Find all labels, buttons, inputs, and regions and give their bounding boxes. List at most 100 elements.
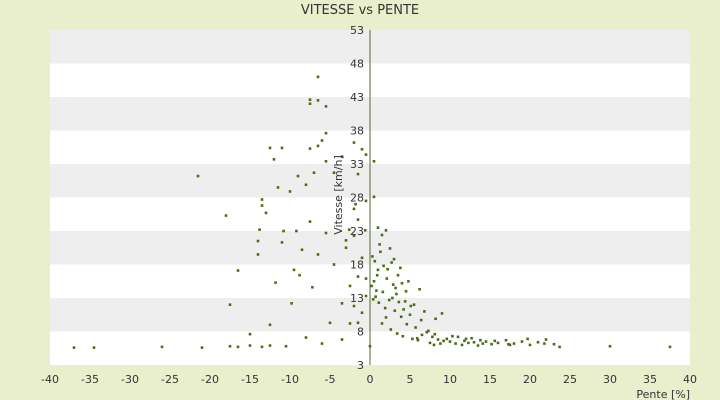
data-point: [256, 239, 260, 243]
data-point: [348, 284, 352, 288]
data-point: [352, 234, 356, 237]
data-point: [311, 285, 314, 289]
data-point: [352, 207, 356, 211]
data-point: [352, 141, 356, 144]
data-point: [328, 321, 332, 325]
data-point: [408, 313, 412, 317]
data-point: [248, 344, 252, 347]
data-point: [380, 322, 384, 325]
data-point: [414, 326, 417, 329]
data-point: [280, 241, 284, 244]
x-axis-label: Pente [%]: [636, 388, 690, 400]
data-point: [236, 269, 240, 272]
data-point: [308, 98, 312, 101]
data-point: [668, 345, 672, 349]
data-point: [236, 345, 240, 349]
data-point: [375, 273, 379, 277]
data-point: [552, 342, 556, 346]
data-point: [496, 341, 500, 345]
data-point: [300, 248, 304, 252]
data-point: [405, 322, 409, 326]
data-point: [425, 330, 429, 334]
data-point: [404, 290, 408, 293]
y-tick-label: 8: [357, 326, 364, 339]
y-tick-label: 48: [350, 58, 364, 71]
data-point: [368, 344, 372, 348]
data-point: [390, 261, 393, 264]
data-point: [385, 277, 389, 280]
data-point: [376, 268, 380, 272]
data-point: [258, 228, 261, 231]
x-tick-label: 10: [443, 373, 457, 386]
data-point: [371, 255, 374, 258]
data-point: [382, 264, 385, 268]
x-tick-label: -10: [281, 373, 299, 386]
data-point: [420, 333, 424, 337]
data-point: [372, 195, 376, 199]
data-point: [340, 302, 344, 305]
y-tick-label: 18: [350, 259, 364, 272]
x-tick-label: -20: [201, 373, 219, 386]
data-point: [396, 273, 400, 277]
data-point: [387, 298, 391, 302]
x-tick-label: -30: [121, 373, 139, 386]
y-tick-label: 23: [350, 225, 364, 238]
data-point: [276, 186, 280, 189]
data-point: [92, 346, 96, 349]
data-point: [316, 144, 320, 148]
data-point: [268, 146, 272, 150]
data-point: [268, 344, 272, 347]
data-point: [391, 283, 395, 286]
data-point: [288, 190, 292, 193]
data-point: [460, 343, 464, 347]
data-point: [463, 339, 466, 343]
data-points: [72, 75, 672, 349]
data-point: [374, 295, 377, 298]
data-point: [304, 336, 308, 339]
data-point: [324, 231, 328, 235]
data-point: [72, 346, 76, 349]
data-point: [280, 146, 284, 150]
data-point: [427, 329, 430, 333]
x-tick-label: 40: [683, 373, 697, 386]
data-point: [512, 342, 516, 345]
data-point: [260, 204, 264, 207]
x-tick-label: -5: [325, 373, 336, 386]
data-point: [419, 318, 423, 322]
data-point: [490, 342, 493, 346]
data-point: [373, 259, 377, 263]
data-point: [520, 340, 524, 343]
data-point: [445, 337, 449, 341]
data-point: [407, 279, 410, 283]
data-point: [372, 279, 376, 283]
data-point: [296, 174, 300, 178]
data-point: [544, 338, 548, 341]
data-point: [264, 211, 268, 215]
data-point: [528, 343, 532, 347]
data-point: [378, 243, 381, 246]
data-point: [436, 338, 440, 341]
data-point: [377, 301, 381, 304]
data-point: [360, 311, 364, 315]
data-point: [448, 340, 452, 343]
y-tick-label: 38: [350, 125, 364, 138]
data-point: [415, 336, 419, 340]
data-point: [340, 155, 344, 158]
data-point: [412, 303, 416, 306]
data-point: [284, 344, 288, 348]
data-point: [320, 139, 324, 142]
data-point: [332, 171, 336, 175]
y-axis-label: Vitesse [km/h]: [332, 155, 345, 235]
data-point: [386, 267, 389, 271]
data-point: [256, 253, 260, 256]
data-point: [399, 315, 403, 319]
data-point: [481, 342, 485, 345]
data-point: [332, 263, 336, 266]
data-point: [316, 75, 320, 79]
data-point: [388, 247, 392, 250]
y-tick-label: 33: [350, 158, 364, 171]
data-point: [272, 158, 276, 161]
